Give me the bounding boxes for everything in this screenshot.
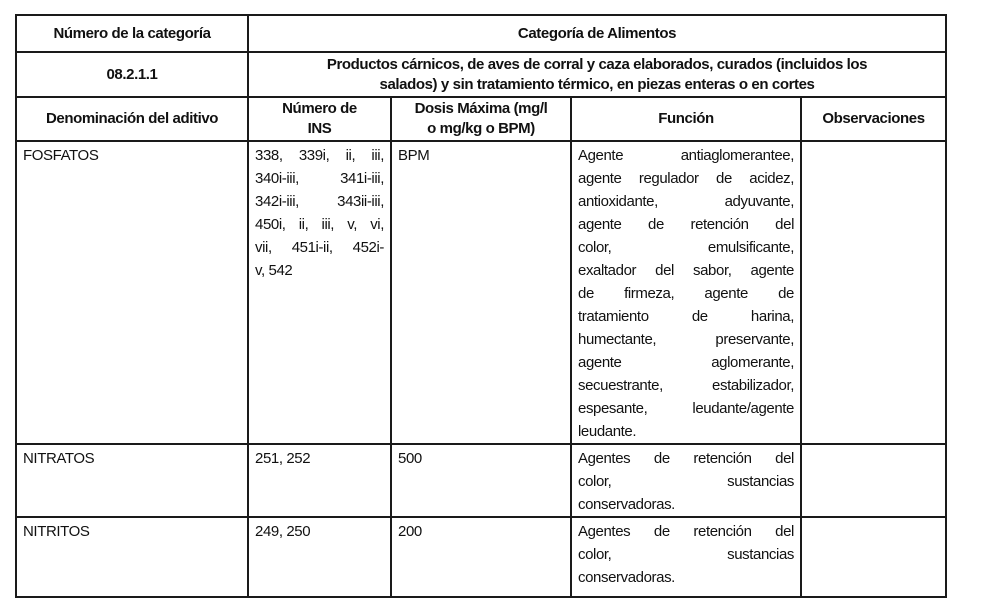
ins-line: 249, 250 (255, 523, 311, 540)
ins-line: 450i, ii, iii, v, vi, (255, 216, 384, 233)
category-number-label: Número de la categoría (15, 14, 249, 53)
category-description-line: salados) y sin tratamiento térmico, en p… (379, 75, 815, 93)
additives-table: Número de la categoría Categoría de Alim… (15, 14, 947, 598)
category-description-line: Productos cárnicos, de aves de corral y … (326, 55, 868, 73)
function-line: agente aglomerante, (578, 354, 794, 371)
function: Agente antiaglomerantee, agente regulador… (570, 140, 802, 445)
ins-line: 251, 252 (255, 450, 311, 467)
function-line: humectante, preservante, (578, 331, 794, 348)
function-line: de firmeza, agente de (578, 285, 794, 302)
function-line: espesante, leudante/agente (578, 400, 794, 417)
col-ins-line: Número de (282, 100, 357, 117)
function-line: Agentes de retención del (578, 523, 794, 540)
category-description: Productos cárnicos, de aves de corral y … (247, 51, 947, 98)
col-additive: Denominación del aditivo (15, 96, 249, 142)
table-row: NITRITOS 249, 250 200 Agentes de retención … (15, 516, 947, 598)
food-category-label: Categoría de Alimentos (247, 14, 947, 53)
column-header-row: Denominación del aditivo Número de INS D… (15, 96, 947, 142)
observations (800, 140, 947, 445)
additive-name-text: NITRATOS (23, 450, 95, 467)
observations (800, 516, 947, 598)
ins-number: 338, 339i, ii, iii, 340i-iii, 341i-iii, 34… (247, 140, 392, 445)
function-line: Agente antiaglomerantee, (578, 147, 794, 164)
additive-name: NITRATOS (15, 443, 249, 518)
ins-line: 340i-iii, 341i-iii, (255, 170, 384, 187)
ins-line: v, 542 (255, 262, 293, 279)
table-row: FOSFATOS 338, 339i, ii, iii, 340i-iii, 341… (15, 140, 947, 445)
function-line: agente regulador de acidez, (578, 170, 794, 187)
function-line: secuestrante, estabilizador, (578, 377, 794, 394)
function-line: conservadoras. (578, 569, 675, 586)
col-function: Función (570, 96, 802, 142)
observations (800, 443, 947, 518)
function-line: agente de retención del (578, 216, 794, 233)
table-row: NITRATOS 251, 252 500 Agentes de retención … (15, 443, 947, 518)
col-dose-line: Dosis Máxima (mg/l (414, 100, 548, 117)
function-line: antioxidante, adyuvante, (578, 193, 794, 210)
ins-number: 251, 252 (247, 443, 392, 518)
function-line: tratamiento de harina, (578, 308, 794, 325)
function-line: color, sustancias (578, 546, 794, 563)
max-dose-text: 200 (398, 523, 422, 540)
additive-name: FOSFATOS (15, 140, 249, 445)
function-line: color, sustancias (578, 473, 794, 490)
ins-line: 338, 339i, ii, iii, (255, 147, 384, 164)
category-row: 08.2.1.1 Productos cárnicos, de aves de … (15, 51, 947, 98)
col-dose-line: o mg/kg o BPM) (427, 120, 535, 137)
category-number: 08.2.1.1 (15, 51, 249, 98)
max-dose: BPM (390, 140, 572, 445)
ins-line: 342i-iii, 343ii-iii, (255, 193, 384, 210)
ins-number: 249, 250 (247, 516, 392, 598)
max-dose: 200 (390, 516, 572, 598)
col-ins: Número de INS (247, 96, 392, 142)
additive-name-text: NITRITOS (23, 523, 90, 540)
max-dose: 500 (390, 443, 572, 518)
function: Agentes de retención del color, sustancia… (570, 443, 802, 518)
function: Agentes de retención del color, sustancia… (570, 516, 802, 598)
additive-name-text: FOSFATOS (23, 147, 99, 164)
max-dose-text: 500 (398, 450, 422, 467)
ins-line: vii, 451i-ii, 452i- (255, 239, 384, 256)
additive-name: NITRITOS (15, 516, 249, 598)
category-header-row: Número de la categoría Categoría de Alim… (15, 14, 947, 53)
col-observations: Observaciones (800, 96, 947, 142)
col-dose: Dosis Máxima (mg/l o mg/kg o BPM) (390, 96, 572, 142)
function-line: exaltador del sabor, agente (578, 262, 794, 279)
max-dose-text: BPM (398, 147, 430, 164)
function-line: conservadoras. (578, 496, 675, 513)
function-line: color, emulsificante, (578, 239, 794, 256)
col-ins-line: INS (307, 120, 332, 137)
function-line: Agentes de retención del (578, 450, 794, 467)
function-line: leudante. (578, 423, 637, 440)
